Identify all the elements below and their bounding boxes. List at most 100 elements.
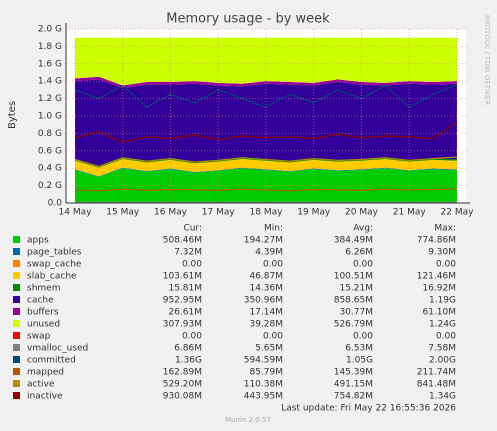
legend-swatch (13, 260, 20, 267)
y-tick-label: 1.6 G (38, 59, 62, 69)
x-tick-label: 21 May (393, 208, 427, 218)
legend-value: 2.00G (429, 356, 456, 366)
legend-value: 0.00 (263, 332, 283, 342)
x-tick-label: 16 May (154, 208, 188, 218)
legend-label: inactive (27, 392, 63, 402)
legend-value: 17.14M (249, 308, 283, 318)
legend-label: shmem (27, 284, 60, 294)
legend-label: buffers (27, 308, 59, 318)
legend-value: 85.79M (249, 368, 283, 378)
x-tick-label: 22 May (441, 208, 475, 218)
legend-value: 0.00 (182, 260, 202, 270)
legend-value: 952.95M (163, 296, 202, 306)
y-tick-label: 0.2 G (38, 181, 62, 191)
legend-label: committed (27, 356, 76, 366)
legend-header: Max: (434, 224, 456, 234)
y-tick-label: 0.6 G (38, 146, 62, 156)
legend-label: cache (27, 296, 54, 306)
legend-header: Avg: (353, 224, 373, 234)
legend-value: 9.30M (428, 248, 456, 258)
legend-swatch (13, 272, 20, 279)
legend-swatch (13, 248, 20, 255)
y-tick-label: 0.8 G (38, 129, 62, 139)
y-tick-label: 1.8 G (38, 42, 62, 52)
legend-value: 0.00 (263, 260, 283, 270)
y-tick-label: 0.0 (48, 199, 63, 209)
legend-value: 7.58M (428, 344, 456, 354)
area (75, 167, 457, 177)
legend-swatch (13, 392, 20, 399)
legend-value: 39.28M (249, 320, 283, 330)
legend-label: vmalloc_used (27, 344, 88, 354)
legend-value: 0.00 (182, 332, 202, 342)
legend-value: 121.46M (417, 272, 456, 282)
legend-value: 350.96M (244, 296, 283, 306)
legend-value: 46.87M (249, 272, 283, 282)
x-tick-label: 14 May (59, 208, 93, 218)
legend-value: 754.82M (334, 392, 373, 402)
legend-value: 1.24G (429, 320, 456, 330)
legend-value: 529.20M (163, 380, 202, 390)
area (75, 157, 457, 168)
area (75, 37, 457, 86)
legend-value: 0.00 (436, 332, 456, 342)
legend-swatch (13, 308, 20, 315)
legend-value: 526.79M (334, 320, 373, 330)
legend-header: Cur: (183, 224, 202, 234)
line (74, 156, 458, 168)
legend-label: slab_cache (27, 272, 77, 282)
legend-value: 930.08M (163, 392, 202, 402)
legend-value: 0.00 (353, 260, 373, 270)
area (75, 76, 457, 89)
legend-label: swap_cache (27, 260, 82, 270)
legend-swatch (13, 368, 20, 375)
legend-value: 6.86M (174, 344, 202, 354)
legend-value: 211.74M (417, 368, 456, 378)
legend-value: 6.26M (345, 248, 373, 258)
legend-value: 15.81M (168, 284, 202, 294)
legend-value: 14.36M (249, 284, 283, 294)
y-axis-label: Bytes (7, 101, 18, 129)
legend-label: swap (27, 332, 51, 342)
last-update: Last update: Fri May 22 16:55:36 2026 (281, 404, 456, 414)
legend-label: active (27, 380, 55, 390)
legend-label: unused (27, 320, 60, 330)
legend-swatch (13, 356, 20, 363)
x-tick-label: 19 May (297, 208, 331, 218)
y-tick-label: 1.4 G (38, 77, 62, 87)
legend-header: Min: (264, 224, 283, 234)
legend-value: 61.10M (422, 308, 456, 318)
y-tick-label: 2.0 G (38, 25, 62, 35)
legend-swatch (13, 296, 20, 303)
footer: Munin 2.0.57 (225, 416, 271, 424)
legend-value: 384.49M (334, 236, 373, 246)
legend-value: 100.51M (334, 272, 373, 282)
legend-value: 1.36G (175, 356, 202, 366)
side-text: RRDTOOL / TOBI OETIKER (483, 15, 491, 105)
legend-value: 1.05G (346, 356, 373, 366)
legend-value: 491.15M (334, 380, 373, 390)
legend-label: mapped (27, 368, 64, 378)
legend-value: 4.39M (255, 248, 283, 258)
legend-value: 0.00 (353, 332, 373, 342)
legend-value: 0.00 (436, 260, 456, 270)
legend-value: 30.77M (339, 308, 373, 318)
legend-label: apps (27, 236, 49, 246)
x-tick-label: 15 May (106, 208, 140, 218)
legend-value: 6.53M (345, 344, 373, 354)
legend-label: page_tables (27, 248, 82, 258)
legend-value: 162.89M (163, 368, 202, 378)
legend-value: 103.61M (163, 272, 202, 282)
x-tick-label: 18 May (250, 208, 284, 218)
x-tick-label: 20 May (345, 208, 379, 218)
legend-value: 307.93M (163, 320, 202, 330)
legend-value: 145.39M (334, 368, 373, 378)
legend-swatch (13, 284, 20, 291)
legend-value: 774.86M (417, 236, 456, 246)
legend-swatch (13, 320, 20, 327)
legend-swatch (13, 344, 20, 351)
y-tick-label: 1.2 G (38, 94, 62, 104)
legend-swatch (13, 380, 20, 387)
y-tick-label: 1.0 G (38, 112, 62, 122)
